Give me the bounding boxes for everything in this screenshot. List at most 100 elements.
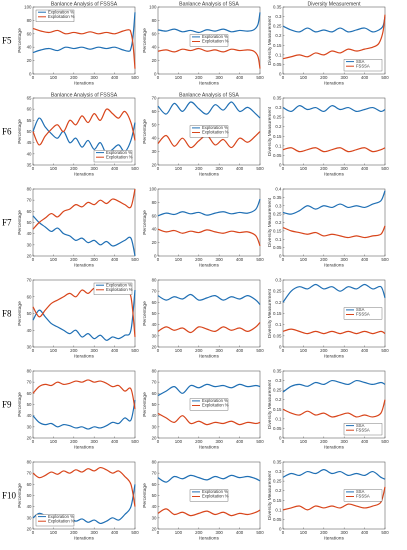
y-tick-label: 60 xyxy=(27,294,32,299)
y-tick-label: 0.3 xyxy=(275,378,282,383)
x-axis-label: Iterations xyxy=(199,536,219,542)
series-line-exploration xyxy=(32,289,136,341)
series-line-exploitation xyxy=(157,131,261,149)
y-tick-label: 0.35 xyxy=(273,5,282,10)
y-tick-label: 40 xyxy=(152,45,157,50)
y-tick-label: 30 xyxy=(27,345,32,350)
y-tick-label: 0.15 xyxy=(273,311,282,316)
x-tick-label: 0 xyxy=(282,439,285,444)
x-tick-label: 100 xyxy=(175,530,183,535)
series-line-series-1 xyxy=(282,147,386,153)
y-tick-label: 80 xyxy=(27,187,32,192)
y-tick-label: 0.15 xyxy=(273,498,282,503)
y-tick-label: 40 xyxy=(27,328,32,333)
y-tick-label: 0.05 xyxy=(273,517,282,522)
y-tick-label: 20 xyxy=(152,240,157,245)
legend-box xyxy=(189,489,229,502)
legend-entry: Exploitation % xyxy=(106,154,133,159)
y-axis-label: Percentage xyxy=(142,392,148,417)
legend-entry: Exploration % xyxy=(202,34,228,39)
y-tick-label: 100 xyxy=(149,187,157,192)
y-tick-label: 100 xyxy=(24,5,32,10)
y-axis-label: Diversity Measurement xyxy=(267,197,273,247)
legend-box xyxy=(343,489,383,502)
x-axis-label: Iterations xyxy=(74,445,94,451)
y-tick-label: 0.1 xyxy=(275,237,282,242)
y-tick-label: 30 xyxy=(152,333,157,338)
series-line-fsssa xyxy=(282,486,386,511)
y-tick-label: 0.15 xyxy=(273,43,282,48)
x-tick-label: 100 xyxy=(175,75,183,80)
y-tick-label: 60 xyxy=(27,482,32,487)
series-line-series-0 xyxy=(282,105,386,113)
legend: Exploration %Exploitation % xyxy=(189,34,229,47)
y-tick-label: 0.15 xyxy=(273,407,282,412)
y-axis-label: Diversity Measurement xyxy=(267,379,273,429)
x-tick-label: 500 xyxy=(256,348,264,353)
x-axis-label: Iterations xyxy=(324,172,344,178)
series-line-exploration xyxy=(157,474,261,483)
y-tick-label: 0 xyxy=(279,345,282,350)
legend: Exploration %Exploitation % xyxy=(93,282,133,295)
x-tick-label: 400 xyxy=(236,530,244,535)
x-tick-label: 300 xyxy=(91,75,99,80)
chart-f10-1: 0 100 200 300 400 500 20 30 40 50 60 70 80 Iterations… xyxy=(142,460,264,542)
y-tick-label: 80 xyxy=(152,278,157,283)
x-tick-label: 500 xyxy=(131,75,139,80)
x-tick-label: 0 xyxy=(157,75,160,80)
x-tick-label: 300 xyxy=(91,166,99,171)
y-tick-label: 0.25 xyxy=(273,212,282,217)
series-line-exploitation xyxy=(157,412,261,426)
legend: Exploration %Exploitation % xyxy=(189,398,229,411)
x-tick-label: 0 xyxy=(32,530,35,535)
chart-f9-1: 0 100 200 300 400 500 20 30 40 50 60 70 80 Iterations… xyxy=(142,369,264,451)
x-tick-label: 300 xyxy=(91,257,99,262)
legend-box xyxy=(93,282,133,295)
legend-entry: Exploitation % xyxy=(106,287,133,292)
y-tick-label: 50 xyxy=(27,402,32,407)
x-tick-label: 200 xyxy=(70,257,78,262)
y-tick-label: 0.1 xyxy=(275,416,282,421)
y-tick-label: 70 xyxy=(152,289,157,294)
x-tick-label: 100 xyxy=(300,257,308,262)
y-tick-label: 0.35 xyxy=(273,96,282,101)
plot-area xyxy=(157,279,261,348)
chart-f8-1: 0 100 200 300 400 500 20 30 40 50 60 70 80 Iterations… xyxy=(142,278,264,360)
x-tick-label: 400 xyxy=(111,348,119,353)
chart-title: Banlance Analysis of SSA xyxy=(179,2,239,8)
x-tick-label: 400 xyxy=(236,75,244,80)
y-tick-label: 0.3 xyxy=(275,469,282,474)
legend: Exploration %Exploitation % xyxy=(93,150,133,163)
x-tick-label: 300 xyxy=(216,166,224,171)
y-tick-label: 20 xyxy=(152,345,157,350)
y-tick-label: 0 xyxy=(29,72,32,77)
x-tick-label: 500 xyxy=(131,348,139,353)
y-axis-label: Percentage xyxy=(142,210,148,235)
legend-entry: SSA xyxy=(356,423,365,428)
x-tick-label: 400 xyxy=(236,166,244,171)
series-line-exploration xyxy=(157,383,261,397)
y-tick-label: 80 xyxy=(152,200,157,205)
series-line-exploration xyxy=(32,12,136,54)
x-tick-label: 200 xyxy=(70,439,78,444)
x-tick-label: 100 xyxy=(175,348,183,353)
x-tick-label: 100 xyxy=(50,439,58,444)
series-line-series-1 xyxy=(157,322,261,334)
x-axis-label: Iterations xyxy=(199,354,219,360)
chart-title: Banlance Analysis of FSSSA xyxy=(51,93,118,99)
y-tick-label: 50 xyxy=(152,493,157,498)
y-axis-label: Diversity Measurement xyxy=(267,470,273,520)
y-tick-label: 20 xyxy=(27,527,32,532)
x-tick-label: 400 xyxy=(361,439,369,444)
y-tick-label: 20 xyxy=(152,58,157,63)
y-tick-label: 60 xyxy=(27,209,32,214)
x-tick-label: 200 xyxy=(70,348,78,353)
x-tick-label: 400 xyxy=(361,348,369,353)
x-tick-label: 0 xyxy=(32,75,35,80)
legend-entry: FSSSA xyxy=(356,63,370,68)
legend: Exploration %Exploitation % xyxy=(189,489,229,502)
x-tick-label: 500 xyxy=(381,348,389,353)
x-tick-label: 400 xyxy=(111,257,119,262)
x-axis-label: Iterations xyxy=(74,172,94,178)
